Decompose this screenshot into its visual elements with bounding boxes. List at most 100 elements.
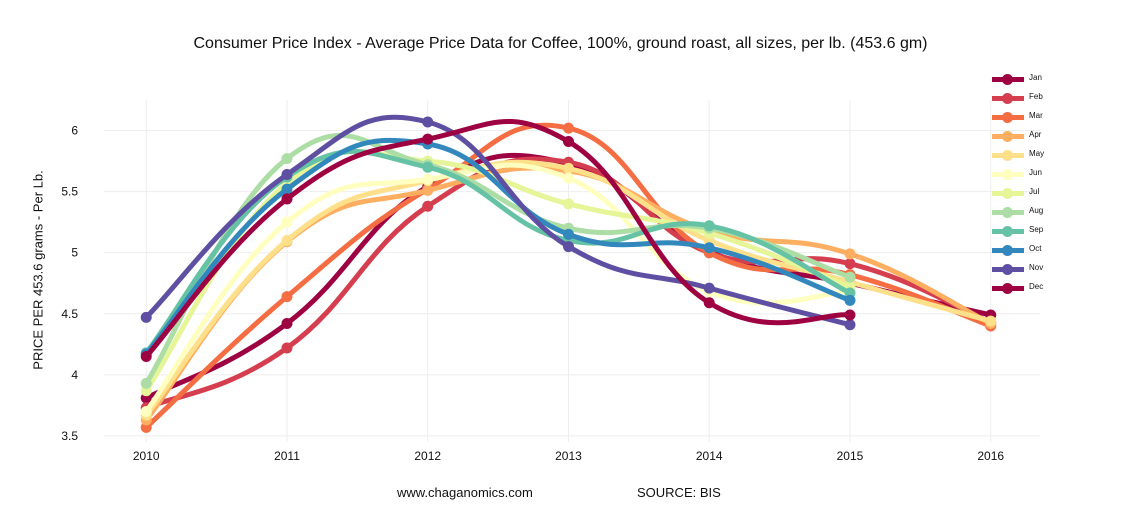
data-point: [844, 258, 856, 270]
data-point: [703, 242, 715, 254]
legend-label: Oct: [1029, 244, 1042, 253]
legend-label: Sep: [1029, 225, 1044, 234]
data-point: [281, 169, 293, 181]
data-point: [281, 193, 293, 205]
legend-label: Jan: [1029, 73, 1042, 82]
data-point: [140, 377, 152, 389]
chart-title: Consumer Price Index - Average Price Dat…: [193, 35, 928, 52]
legend-item-dec[interactable]: Dec: [992, 279, 1052, 298]
series-layer: [140, 114, 997, 433]
legend-swatch: [992, 264, 1024, 275]
data-point: [422, 200, 434, 212]
x-tick-label: 2013: [555, 449, 582, 463]
legend-item-aug[interactable]: Aug: [992, 203, 1052, 222]
legend-swatch: [992, 169, 1024, 180]
data-point: [281, 291, 293, 303]
data-point: [844, 319, 856, 331]
x-tick-label: 2011: [274, 449, 300, 463]
data-point: [703, 297, 715, 309]
legend-label: Jul: [1029, 187, 1040, 196]
data-point: [422, 184, 434, 196]
grid-lines: [104, 100, 1040, 442]
legend-swatch: [992, 207, 1024, 218]
legend-swatch-marker: [1002, 245, 1013, 256]
series-nov: [140, 114, 856, 331]
legend-swatch-marker: [1002, 169, 1013, 180]
data-point: [281, 234, 293, 246]
legend-swatch: [992, 188, 1024, 199]
legend-swatch: [992, 150, 1024, 161]
data-point: [281, 153, 293, 165]
legend-item-jun[interactable]: Jun: [992, 165, 1052, 184]
legend-swatch-marker: [1002, 112, 1013, 123]
legend-item-jul[interactable]: Jul: [992, 184, 1052, 203]
data-point: [281, 342, 293, 354]
legend-label: May: [1029, 149, 1045, 158]
legend-swatch: [992, 112, 1024, 123]
series-line: [143, 148, 853, 356]
data-point: [562, 198, 574, 210]
data-point: [140, 311, 152, 323]
data-point: [844, 271, 856, 283]
legend-swatch: [992, 283, 1024, 294]
legend-swatch-marker: [1002, 283, 1013, 294]
legend-item-may[interactable]: May: [992, 146, 1052, 165]
y-tick-label: 6: [71, 124, 78, 138]
legend-item-nov[interactable]: Nov: [992, 260, 1052, 279]
data-point: [281, 318, 293, 330]
data-point: [281, 216, 293, 228]
data-point: [422, 161, 434, 173]
series-jul: [140, 148, 856, 397]
x-tick-label: 2014: [696, 449, 723, 463]
legend-item-feb[interactable]: Feb: [992, 89, 1052, 108]
data-point: [562, 122, 574, 134]
data-point: [422, 173, 434, 185]
y-tick-label: 3.5: [61, 429, 78, 443]
data-point: [140, 405, 152, 417]
legend-swatch: [992, 245, 1024, 256]
legend-item-sep[interactable]: Sep: [992, 222, 1052, 241]
series-line: [143, 137, 853, 357]
legend-item-apr[interactable]: Apr: [992, 127, 1052, 146]
legend-swatch-marker: [1002, 74, 1013, 85]
y-tick-label: 4.5: [61, 307, 78, 321]
data-point: [844, 309, 856, 321]
legend: Jan Feb Mar Apr May Jun Jul Aug Sep Oct Nov Dec: [992, 70, 1052, 298]
data-point: [562, 162, 574, 174]
legend-swatch-marker: [1002, 226, 1013, 237]
x-axis-ticks: 2010 2011 2012 2013 2014 2015 2016: [133, 449, 1005, 463]
data-point: [562, 172, 574, 184]
data-point: [562, 136, 574, 148]
legend-item-jan[interactable]: Jan: [992, 70, 1052, 89]
data-point: [844, 294, 856, 306]
y-tick-label: 5.5: [61, 185, 78, 199]
data-point: [562, 241, 574, 253]
y-tick-label: 4: [71, 368, 78, 382]
x-tick-label: 2010: [133, 449, 160, 463]
series-line: [143, 162, 853, 414]
legend-swatch-marker: [1002, 93, 1013, 104]
series-line: [143, 114, 853, 328]
data-point: [703, 220, 715, 232]
legend-label: Aug: [1029, 206, 1044, 215]
legend-swatch-marker: [1002, 150, 1013, 161]
legend-label: Feb: [1029, 92, 1043, 101]
data-point: [985, 315, 997, 327]
legend-swatch-marker: [1002, 131, 1013, 142]
legend-item-mar[interactable]: Mar: [992, 108, 1052, 127]
legend-item-oct[interactable]: Oct: [992, 241, 1052, 260]
x-tick-label: 2015: [837, 449, 864, 463]
data-point: [281, 183, 293, 195]
legend-swatch: [992, 131, 1024, 142]
x-tick-label: 2016: [977, 449, 1004, 463]
x-tick-label: 2012: [414, 449, 441, 463]
series-line: [143, 119, 853, 359]
legend-swatch: [992, 93, 1024, 104]
y-axis-label: PRICE PER 453.6 grams - Per Lb.: [30, 170, 46, 370]
data-point: [562, 228, 574, 240]
data-point: [140, 351, 152, 362]
legend-swatch-marker: [1002, 264, 1013, 275]
data-point: [844, 248, 856, 260]
y-axis-ticks: 3.5 4 4.5 5 5.5 6: [61, 124, 78, 443]
